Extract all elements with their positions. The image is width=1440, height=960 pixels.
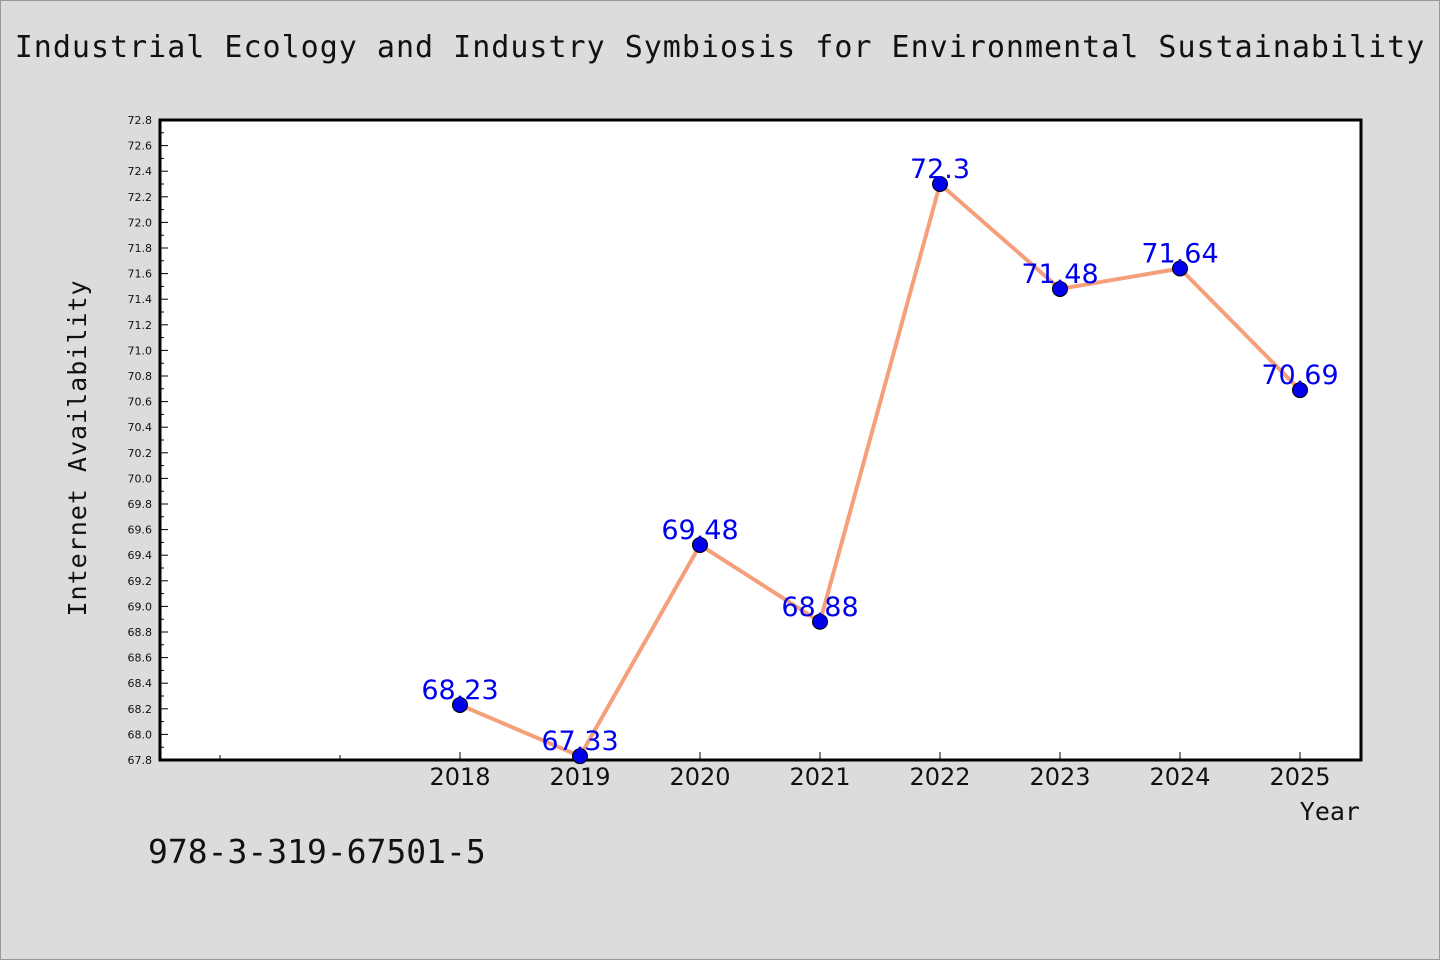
y-axis-label: Internet Availability [63,279,92,616]
x-axis: 2018 2019 2020 2021 2022 2023 2024 2025 [219,752,1331,791]
x-tick-label: 2023 [1029,763,1090,791]
data-point [692,536,708,553]
x-tick-label: 2021 [789,763,850,791]
x-tick-label: 2018 [429,763,490,791]
data-label: 68.23 [421,675,498,706]
y-tick-label: 71.6 [128,268,153,281]
y-tick-label: 69.6 [128,524,153,537]
y-tick-label: 69.8 [128,498,153,511]
y-tick-label: 72.4 [128,165,153,178]
data-label: 69.48 [661,515,738,546]
y-tick-label: 68.4 [128,677,153,690]
data-label: 71.48 [1021,259,1098,290]
x-tick-label: 2019 [549,763,610,791]
series-line [459,182,1302,759]
y-tick-label: 67.8 [128,754,153,767]
chart-title: Industrial Ecology and Industry Symbiosi… [14,30,1426,65]
y-tick-label: 71.0 [128,344,153,357]
y-tick-label: 69.4 [128,549,153,562]
data-label: 68.88 [781,592,858,623]
y-tick-label: 70.0 [128,472,153,485]
data-label: 71.64 [1141,238,1218,269]
y-tick-label: 71.2 [128,319,153,332]
y-tick-label: 70.4 [128,421,153,434]
y-axis: 67.8 68.0 68.2 68.4 68.6 68.8 69.0 69.2 69.4 69.6… [128,114,168,767]
y-tick-label: 72.6 [128,140,153,153]
x-axis-label: Year [1300,797,1360,826]
data-label: 67.33 [541,726,618,757]
y-tick-label: 72.0 [128,216,153,229]
data-point [1292,382,1308,399]
plot-area [158,118,1363,762]
y-tick-label: 72.2 [128,191,153,204]
y-tick-label: 71.4 [128,293,153,306]
y-tick-label: 68.6 [128,652,153,665]
y-tick-label: 70.2 [128,447,153,460]
series-line-group [452,176,1308,765]
data-point [572,748,588,765]
y-tick-label: 70.8 [128,370,153,383]
x-tick-label: 2022 [909,763,970,791]
x-tick-label: 2020 [669,763,730,791]
y-tick-label: 68.2 [128,703,153,716]
y-tick-label: 71.8 [128,242,153,255]
data-point [812,613,828,630]
data-label: 72.3 [910,154,970,185]
data-label-group: 68.23 67.33 69.48 68.88 72.3 71.48 71.64 70.69 [421,154,1338,757]
data-point [1052,280,1068,297]
x-tick-label: 2025 [1269,763,1330,791]
y-tick-label: 69.2 [128,575,153,588]
y-tick-label: 69.0 [128,600,153,613]
y-tick-label: 72.8 [128,114,153,127]
data-point [452,696,468,713]
data-point [1172,260,1188,277]
y-tick-label: 68.8 [128,626,153,639]
y-tick-label: 68.0 [128,728,153,741]
x-tick-label: 2024 [1149,763,1210,791]
y-tick-label: 70.6 [128,396,153,409]
isbn-label: 978-3-319-67501-5 [148,832,486,871]
data-point [932,176,948,192]
data-label: 70.69 [1261,360,1338,391]
